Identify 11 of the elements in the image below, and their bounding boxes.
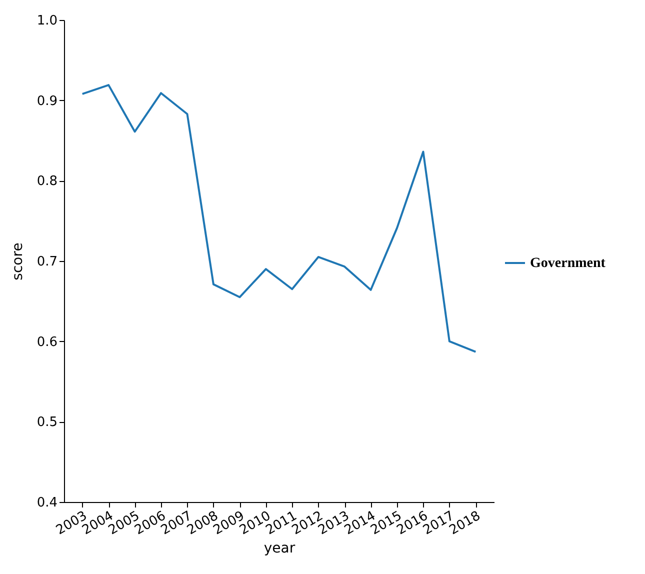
x-axis-title: year [264, 540, 296, 556]
y-tick-label: 0.8 [36, 174, 58, 190]
y-tick-label: 1.0 [36, 14, 58, 28]
legend-label: Government [530, 256, 606, 271]
y-tick-label: 0.7 [36, 254, 58, 270]
line-series [81, 84, 477, 353]
y-tick-label: 0.6 [36, 334, 58, 350]
y-axis-title: score [10, 242, 26, 280]
y-tick-label: 0.9 [36, 94, 58, 109]
y-tick-label: 0.4 [36, 496, 58, 510]
y-tick-label: 0.5 [36, 415, 58, 430]
